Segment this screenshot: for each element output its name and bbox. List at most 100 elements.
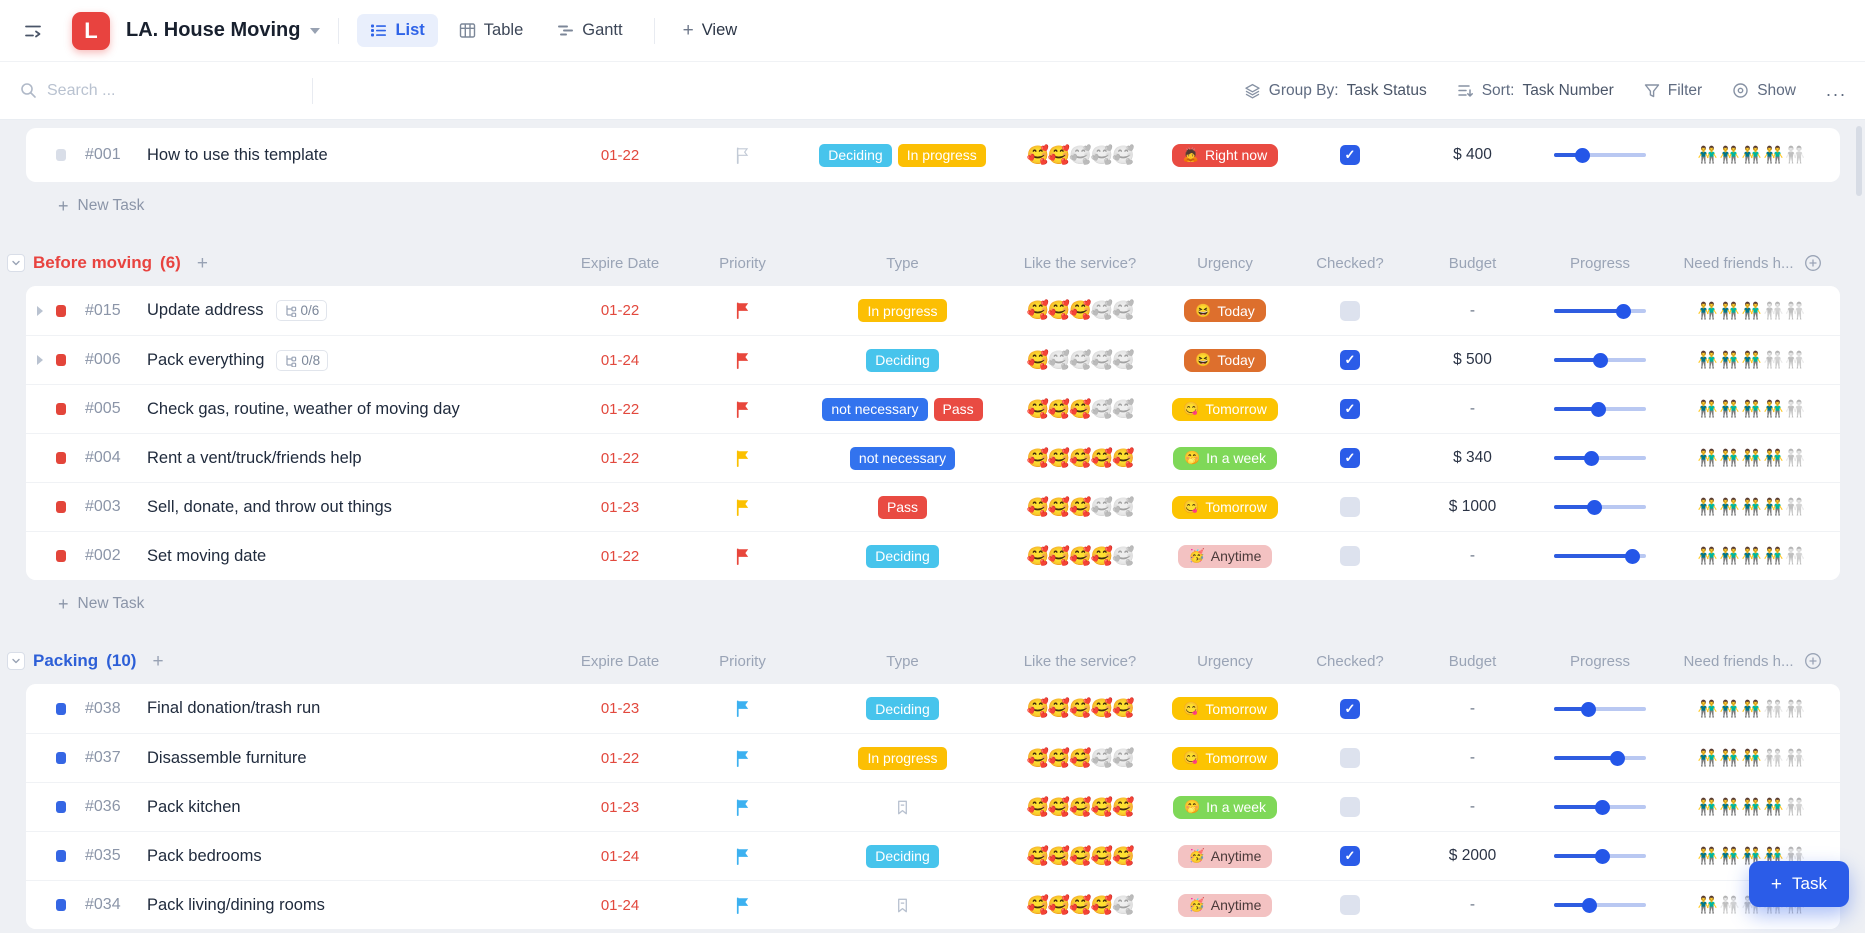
like-rating-emoji[interactable]: 🥰 <box>1026 747 1049 768</box>
like-rating-emoji[interactable]: 🥰 <box>1047 845 1071 866</box>
vertical-scrollbar[interactable] <box>1856 126 1862 196</box>
progress-slider-handle[interactable] <box>1574 148 1590 163</box>
like-rating-emoji[interactable]: 🥰 <box>1069 845 1092 866</box>
new-task-button[interactable]: + New Task <box>26 586 1840 622</box>
like-rating-emoji[interactable]: 🥰 <box>1090 300 1114 320</box>
progress-slider-handle[interactable] <box>1625 549 1641 564</box>
like-rating-emoji[interactable]: 🥰 <box>1112 349 1135 370</box>
progress-slider[interactable] <box>1554 897 1646 913</box>
like-rating-emoji[interactable]: 🥰 <box>1069 698 1092 718</box>
task-type-badges[interactable]: not necessary Pass <box>805 397 1000 421</box>
like-rating-emoji[interactable]: 🥰 <box>1069 300 1092 320</box>
group-title[interactable]: Packing <box>33 651 99 670</box>
friends-rating-emoji[interactable]: 👬 <box>1741 799 1762 816</box>
budget-value[interactable]: $ 400 <box>1453 146 1492 163</box>
task-type-badges[interactable] <box>805 896 1000 915</box>
column-header[interactable]: Need friends h... <box>1665 254 1840 272</box>
budget-value[interactable]: - <box>1469 896 1476 913</box>
priority-flag-icon[interactable] <box>680 749 805 768</box>
friends-rating-emoji[interactable]: 👬 <box>1741 302 1762 320</box>
like-rating-emoji[interactable]: 🥰 <box>1112 398 1135 419</box>
task-title[interactable]: Sell, donate, and throw out things <box>147 497 392 516</box>
like-service-rating[interactable]: 🥰 🥰 🥰 🥰 🥰 <box>1000 497 1160 518</box>
type-badge[interactable]: Deciding <box>866 844 939 868</box>
like-rating-emoji[interactable]: 🥰 <box>1112 698 1135 718</box>
sort-control[interactable]: Sort: Task Number <box>1457 82 1614 100</box>
friends-rating-emoji[interactable]: 👬 <box>1719 700 1740 718</box>
task-type-badges[interactable]: Deciding In progress <box>805 143 1000 167</box>
friends-rating-emoji[interactable]: 👬 <box>1741 401 1762 418</box>
like-rating-emoji[interactable]: 🥰 <box>1112 796 1135 817</box>
new-task-button[interactable]: + New Task <box>26 188 1840 224</box>
task-type-badges[interactable] <box>805 798 1000 817</box>
budget-value[interactable]: - <box>1469 699 1476 717</box>
like-rating-emoji[interactable]: 🥰 <box>1026 349 1049 370</box>
budget-value[interactable]: - <box>1469 798 1476 815</box>
priority-flag-icon[interactable] <box>680 449 805 468</box>
friends-rating-emoji[interactable]: 👬 <box>1719 147 1740 164</box>
expire-date[interactable]: 01-22 <box>600 749 640 767</box>
checked-checkbox[interactable]: ✓ <box>1340 698 1360 719</box>
column-header[interactable]: Progress <box>1569 652 1631 670</box>
like-service-rating[interactable]: 🥰 🥰 🥰 🥰 🥰 <box>1000 448 1160 469</box>
workspace-logo[interactable]: L <box>72 11 110 50</box>
page-title[interactable]: LA. House Moving <box>126 19 301 41</box>
friends-rating-emoji[interactable]: 👬 <box>1763 352 1784 369</box>
like-service-rating[interactable]: 🥰 🥰 🥰 🥰 🥰 <box>1000 797 1160 818</box>
expire-date[interactable]: 01-24 <box>600 847 640 865</box>
like-rating-emoji[interactable]: 🥰 <box>1112 894 1135 915</box>
group-collapse-toggle[interactable] <box>7 652 25 670</box>
like-rating-emoji[interactable]: 🥰 <box>1090 144 1114 165</box>
like-rating-emoji[interactable]: 🥰 <box>1069 747 1092 768</box>
like-rating-emoji[interactable]: 🥰 <box>1112 545 1135 566</box>
expire-date[interactable]: 01-22 <box>600 547 640 565</box>
type-badge[interactable]: Deciding <box>866 348 939 372</box>
progress-slider[interactable] <box>1554 848 1646 864</box>
friends-rating-emoji[interactable]: 👬 <box>1697 401 1718 418</box>
friends-rating-emoji[interactable]: 👬 <box>1719 401 1740 418</box>
priority-flag-icon[interactable] <box>680 400 805 419</box>
like-rating-emoji[interactable]: 🥰 <box>1047 144 1071 165</box>
column-header[interactable]: Like the service? <box>1023 652 1137 670</box>
checked-checkbox[interactable] <box>1340 546 1360 566</box>
column-header[interactable]: Budget <box>1448 652 1497 670</box>
expire-date[interactable]: 01-22 <box>600 146 640 164</box>
priority-flag-icon[interactable] <box>680 547 805 566</box>
progress-slider-handle[interactable] <box>1583 451 1599 466</box>
column-header[interactable]: Urgency <box>1197 652 1253 670</box>
like-rating-emoji[interactable]: 🥰 <box>1112 747 1135 768</box>
like-rating-emoji[interactable]: 🥰 <box>1090 698 1114 718</box>
urgency-badge[interactable]: 🤭 In a week <box>1172 795 1278 819</box>
group-collapse-toggle[interactable] <box>7 254 25 272</box>
group-title[interactable]: Before moving <box>33 253 153 272</box>
task-title[interactable]: How to use this template <box>147 145 328 164</box>
like-service-rating[interactable]: 🥰 🥰 🥰 🥰 🥰 <box>1000 546 1160 567</box>
progress-slider-handle[interactable] <box>1616 303 1631 319</box>
friends-rating-emoji[interactable]: 👬 <box>1719 302 1740 320</box>
like-rating-emoji[interactable]: 🥰 <box>1112 845 1135 866</box>
friends-rating-emoji[interactable]: 👬 <box>1697 897 1718 914</box>
friends-needed-rating[interactable]: 👬👬👬👬👬 <box>1665 497 1840 517</box>
friends-rating-emoji[interactable]: 👬 <box>1697 302 1718 320</box>
show-control[interactable]: Show <box>1732 82 1796 100</box>
like-rating-emoji[interactable]: 🥰 <box>1069 545 1092 566</box>
task-type-badges[interactable]: Deciding <box>805 844 1000 868</box>
like-rating-emoji[interactable]: 🥰 <box>1090 796 1114 817</box>
like-service-rating[interactable]: 🥰 🥰 🥰 🥰 🥰 <box>1000 350 1160 371</box>
progress-slider-handle[interactable] <box>1581 898 1597 913</box>
friends-rating-emoji[interactable]: 👬 <box>1763 147 1784 164</box>
expire-date[interactable]: 01-22 <box>600 302 640 319</box>
like-rating-emoji[interactable]: 🥰 <box>1047 398 1071 419</box>
group-add-task-button[interactable]: + <box>152 650 164 672</box>
tab-list[interactable]: List <box>357 14 438 47</box>
friends-rating-emoji[interactable]: 👬 <box>1697 352 1718 369</box>
urgency-badge[interactable]: 🤭 In a week <box>1172 446 1278 470</box>
friends-rating-emoji[interactable]: 👬 <box>1741 700 1762 718</box>
type-badge[interactable]: Deciding <box>866 544 939 568</box>
task-title[interactable]: Check gas, routine, weather of moving da… <box>147 399 460 418</box>
urgency-badge[interactable]: 🥳 Anytime <box>1177 544 1273 568</box>
type-badge[interactable]: Pass <box>933 397 983 421</box>
friends-needed-rating[interactable]: 👬👬👬👬👬 <box>1665 448 1840 468</box>
type-badge[interactable]: not necessary <box>849 446 956 470</box>
friends-needed-rating[interactable]: 👬👬👬👬👬 <box>1665 846 1840 866</box>
